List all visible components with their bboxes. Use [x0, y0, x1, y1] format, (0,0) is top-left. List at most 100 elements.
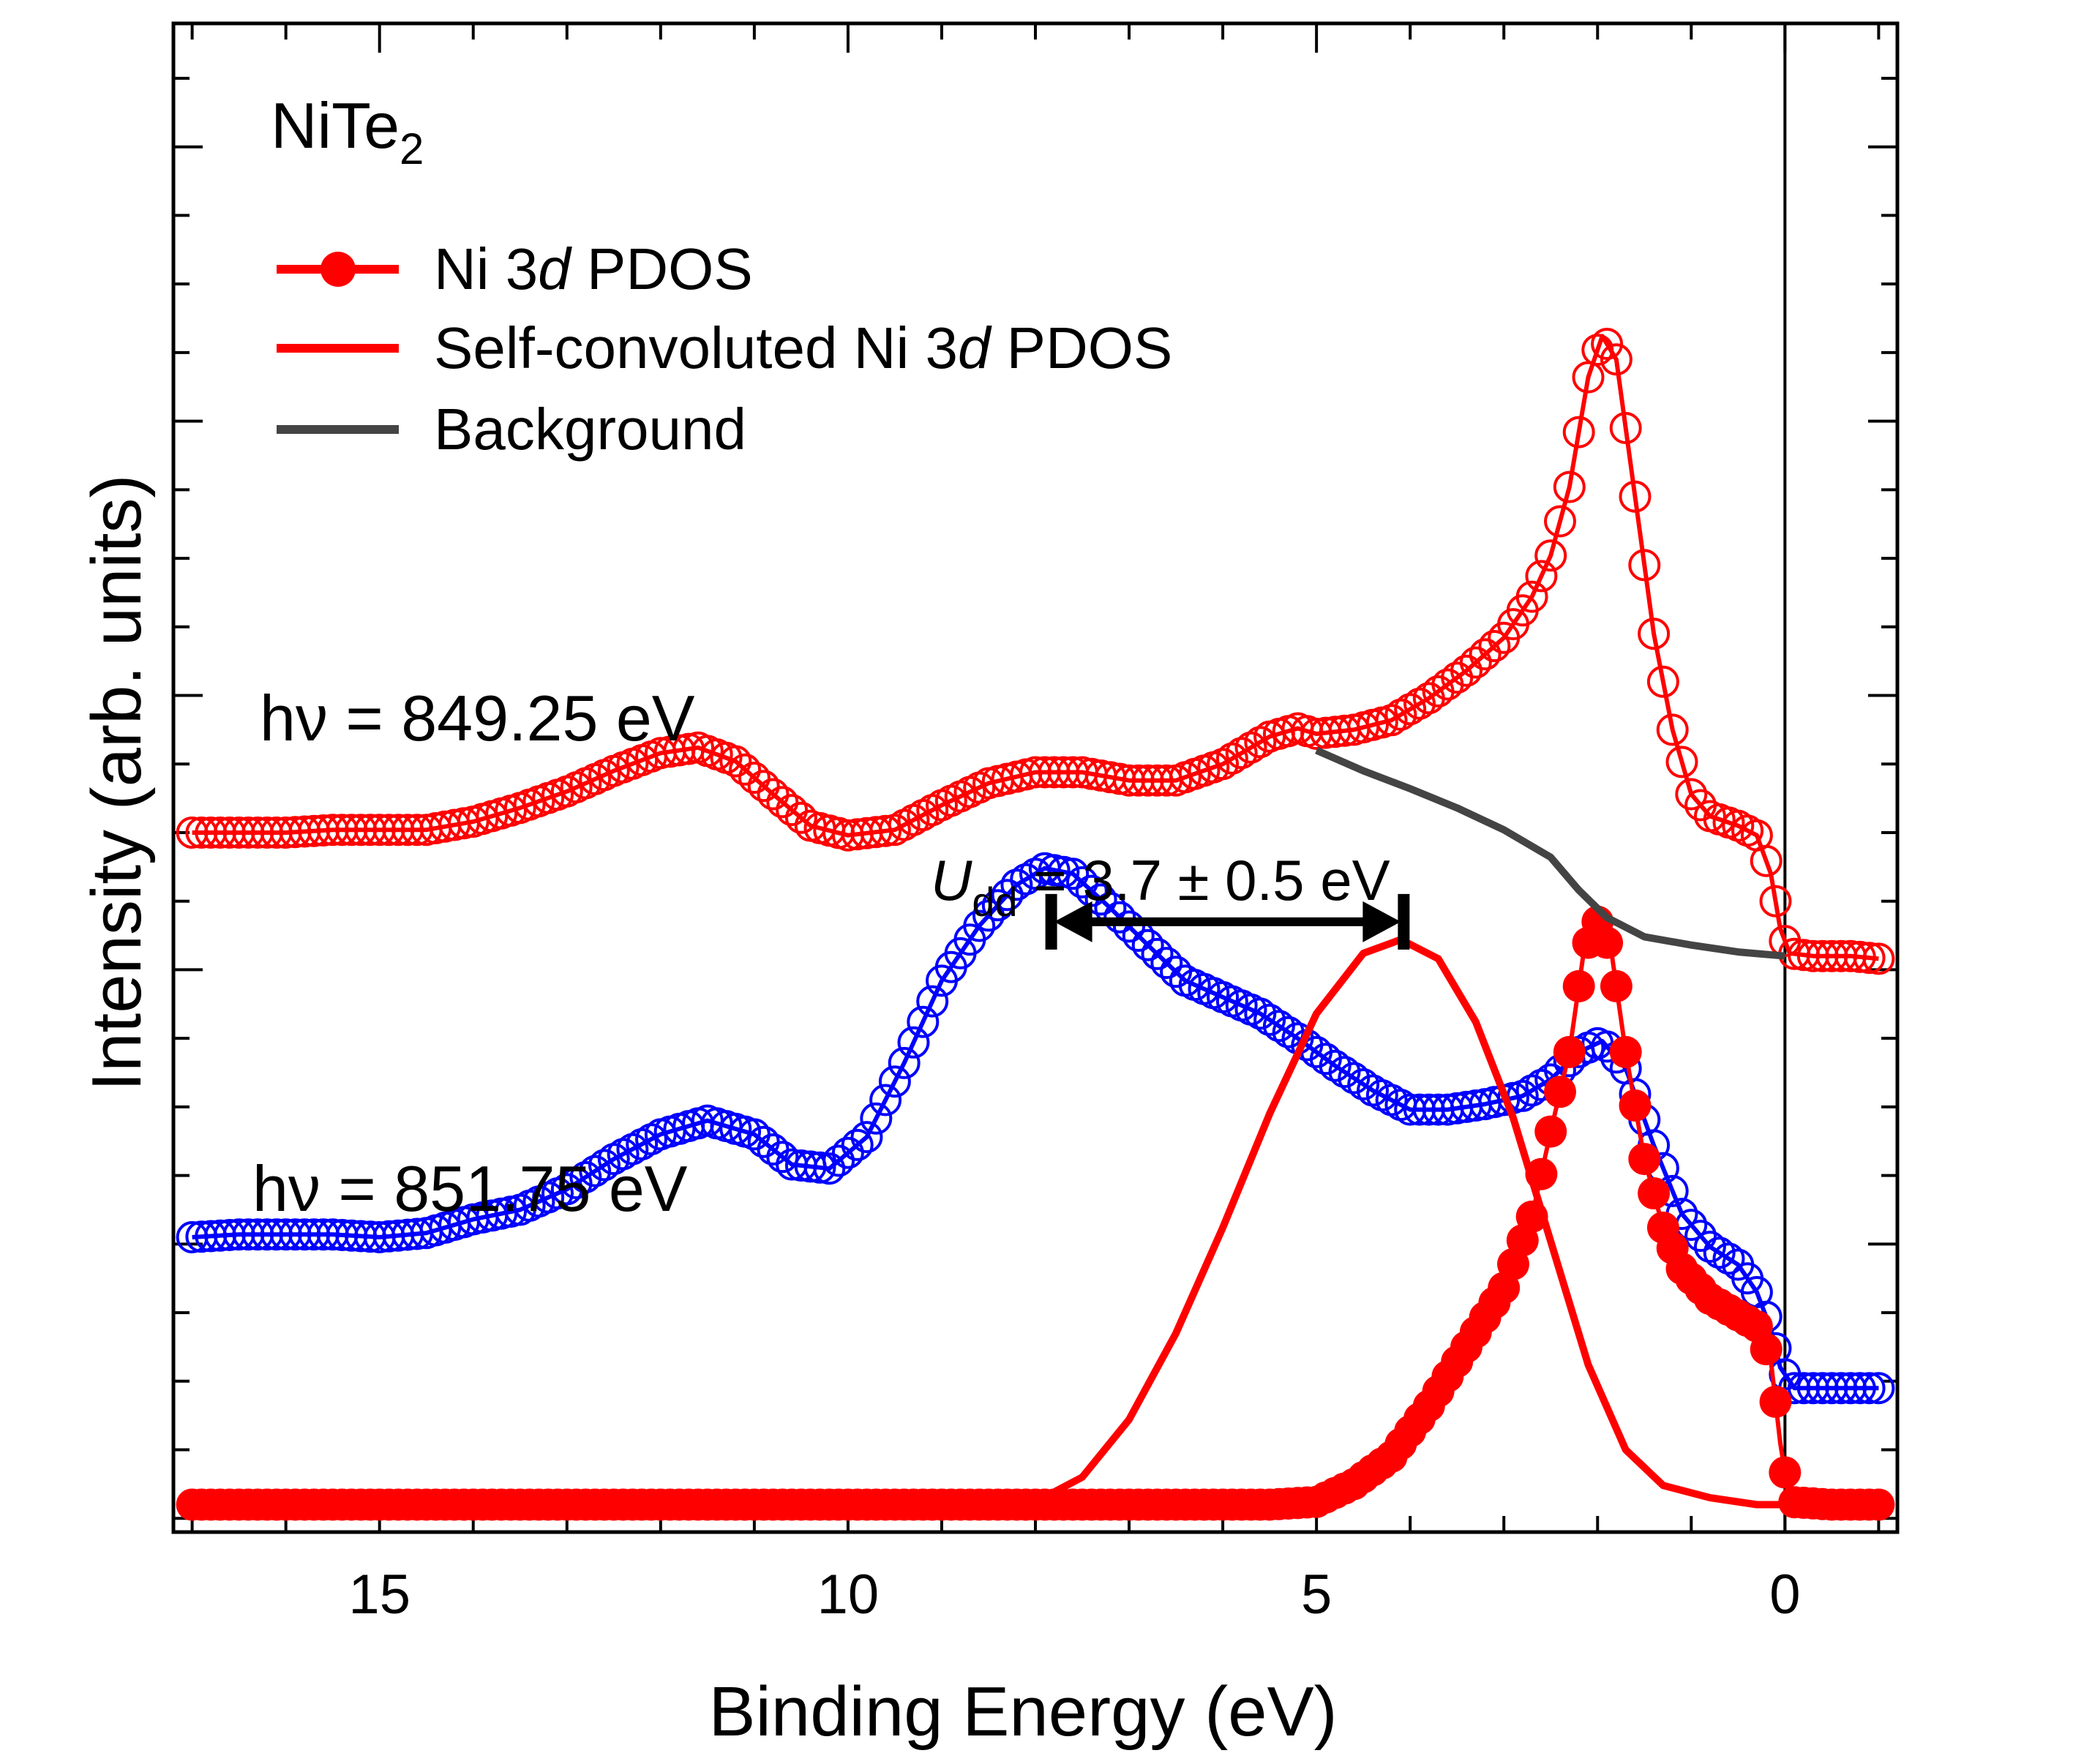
- series-bottom-851-marker: [878, 1065, 911, 1098]
- series-ni3d-pdos-marker: [1619, 1089, 1652, 1122]
- series-bottom-851-marker: [963, 909, 996, 942]
- series-top-849-marker: [1862, 942, 1895, 975]
- series-top-849-marker: [1478, 630, 1511, 662]
- series-top-849-marker: [1619, 480, 1652, 513]
- udd-arrow-head-right: [1362, 901, 1401, 942]
- series-top-849-marker: [1646, 665, 1679, 698]
- series-bottom-851-marker: [550, 1173, 583, 1206]
- legend-label-pdos-post: PDOS: [571, 236, 753, 301]
- x-tick-label-10: 10: [817, 1564, 880, 1626]
- series-bottom-851-marker: [916, 985, 949, 1018]
- series-bottom-851-marker: [831, 1136, 864, 1169]
- plot-area: [176, 23, 1895, 1532]
- series-bottom-851-marker: [579, 1155, 612, 1187]
- series-bottom-851-marker: [860, 1102, 893, 1135]
- series-top-849-marker: [1244, 726, 1277, 759]
- series-top-849-marker: [1759, 885, 1792, 917]
- series-ni3d-pdos-marker: [1759, 1385, 1792, 1418]
- series-top-849-marker: [784, 801, 817, 834]
- udd-arrow-head-left: [1054, 901, 1092, 942]
- series-ni3d-pdos-marker: [1562, 969, 1595, 1002]
- series-top-849-marker: [1403, 687, 1436, 720]
- series-bottom-851-marker: [1000, 868, 1033, 901]
- sample-label-subscript: 2: [400, 124, 424, 173]
- legend-label-pdos-pre: Ni 3: [434, 236, 538, 301]
- series-ni3d-pdos-marker: [1534, 1115, 1567, 1148]
- label-top-spectrum: hν = 849.25 eV: [260, 682, 695, 754]
- series-top-849-marker: [1459, 646, 1492, 679]
- series-top-849-marker: [766, 786, 799, 819]
- series-top-849-marker: [1207, 748, 1240, 781]
- x-axis-title: Binding Energy (eV): [708, 1673, 1337, 1751]
- series-bottom-851-marker: [841, 1128, 874, 1161]
- series-top-849-marker: [1750, 844, 1783, 877]
- series-bottom-851-marker: [1693, 1231, 1726, 1264]
- series-ni3d-pdos-marker: [1600, 969, 1632, 1002]
- series-bottom-851-marker: [850, 1121, 883, 1154]
- series-bottom-851-marker: [1150, 947, 1183, 980]
- series-bottom-851-marker: [766, 1141, 799, 1174]
- series-bottom-851: [176, 852, 1895, 1405]
- series-bottom-851-marker: [803, 1151, 836, 1184]
- series-top-849-marker: [738, 762, 771, 794]
- series-layer: [176, 328, 1895, 1521]
- series-top-849-marker: [1225, 737, 1258, 770]
- series-bottom-851-marker: [1862, 1372, 1895, 1405]
- series-bottom-851-marker: [813, 1152, 846, 1185]
- series-top-849-marker: [719, 745, 752, 778]
- series-top-849-marker: [747, 770, 780, 803]
- series-top-849-marker: [776, 794, 809, 827]
- series-top-849-marker: [1394, 693, 1427, 726]
- series-top-849-marker: [1384, 698, 1417, 731]
- series-bottom-851-marker: [560, 1167, 593, 1200]
- series-bottom-851-marker: [1684, 1220, 1717, 1253]
- series-bottom-851-marker: [1066, 866, 1098, 898]
- series-top-849-marker: [729, 753, 762, 786]
- series-top-849-marker: [1544, 505, 1576, 538]
- series-bottom-851-marker: [1347, 1068, 1380, 1100]
- legend-label-pdos: Ni 3d PDOS: [434, 236, 753, 301]
- series-top-849-marker: [1234, 731, 1267, 764]
- series-top-849-marker: [1853, 942, 1886, 975]
- sample-label: NiTe2: [271, 89, 424, 173]
- series-top-849-marker: [757, 778, 790, 811]
- legend: Ni 3d PDOS Self-convoluted Ni 3d PDOS Ba…: [277, 236, 1172, 462]
- x-tick-label-0: 0: [1769, 1564, 1800, 1626]
- series-top-849-marker: [1665, 746, 1698, 778]
- series-top-849-marker: [1534, 539, 1567, 572]
- series-bottom-851-marker: [1141, 937, 1174, 970]
- series-top-849-marker: [1656, 713, 1689, 746]
- series-bottom-851-marker: [1244, 997, 1277, 1030]
- series-bottom-851-marker: [1103, 901, 1136, 934]
- udd-label: Udd = 3.7 ± 0.5 eV: [931, 848, 1390, 925]
- series-bottom-851-marker: [1843, 1372, 1876, 1405]
- series-bottom-851-marker: [981, 889, 1014, 922]
- series-bottom-851-marker: [1703, 1236, 1736, 1269]
- series-bottom-851-marker: [1084, 883, 1117, 916]
- udd-arrow: [1045, 893, 1410, 950]
- series-bottom-851-marker: [991, 879, 1024, 912]
- series-top-849-marker: [1515, 580, 1548, 613]
- series-top-849-marker: [1581, 334, 1614, 367]
- series-ni3d-pdos-marker: [1750, 1333, 1783, 1366]
- series-top-849-marker: [1450, 654, 1482, 687]
- series-bottom-851-marker: [1113, 910, 1145, 943]
- legend-label-pdos-italic: d: [538, 236, 572, 301]
- series-top-849-marker: [1628, 549, 1661, 582]
- legend-label-selfconv: Self-convoluted Ni 3d PDOS: [434, 315, 1172, 380]
- series-bottom-851-marker: [972, 899, 1005, 932]
- series-background-line: [1315, 746, 1785, 960]
- series-top-849-marker: [1553, 470, 1586, 503]
- label-bottom-spectrum: hν = 851.75 eV: [252, 1152, 688, 1225]
- plot-frame: [171, 21, 1900, 1534]
- series-top-849-marker: [1843, 940, 1876, 973]
- series-bottom-851-marker: [888, 1046, 921, 1079]
- legend-label-selfconv-pre: Self-convoluted Ni 3: [434, 315, 958, 380]
- series-top-849: [176, 328, 1895, 975]
- series-bottom-851-line: [192, 866, 1879, 1391]
- legend-label-selfconv-italic: d: [958, 315, 992, 380]
- series-bottom-851-marker: [569, 1160, 602, 1193]
- series-top-849-marker: [1675, 778, 1708, 811]
- series-bottom-851-marker: [822, 1144, 855, 1177]
